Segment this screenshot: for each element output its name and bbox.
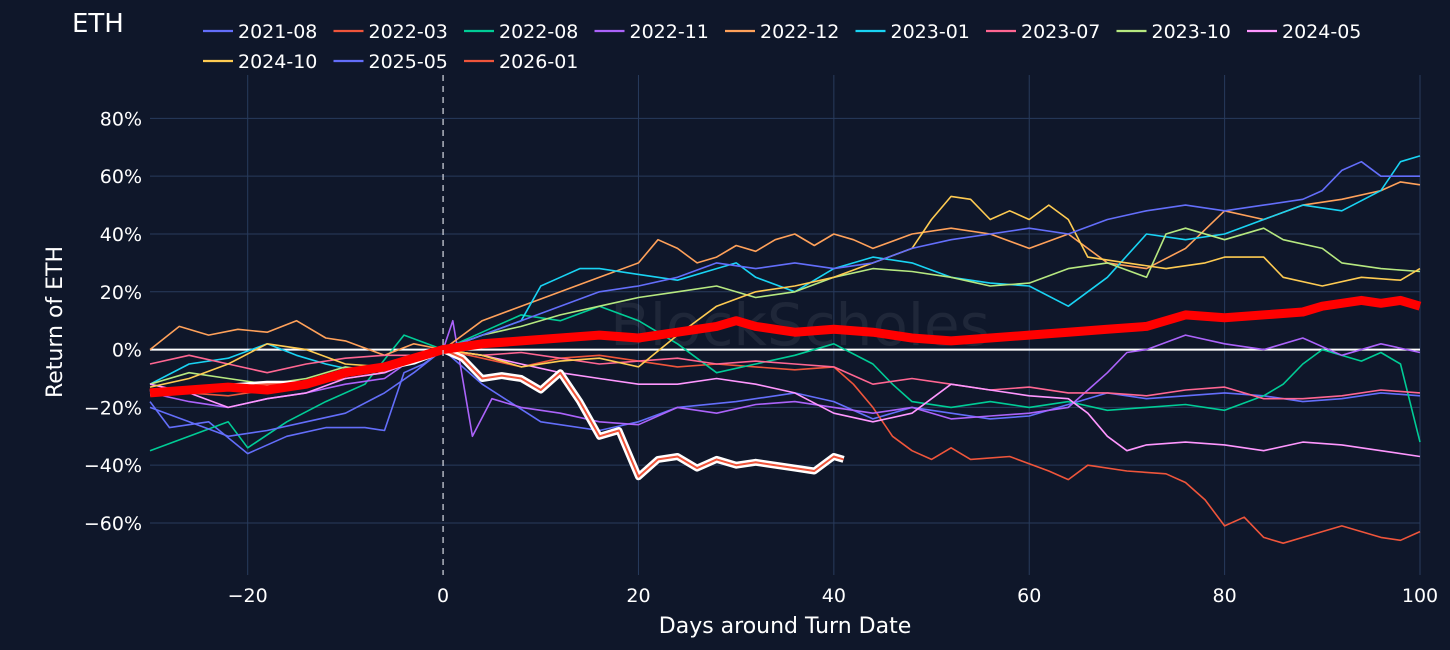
legend-label: 2025-05: [369, 51, 448, 73]
grid: [150, 75, 1421, 575]
legend-label: 2023-01: [891, 21, 970, 43]
x-axis-ticks: −20 0 20 40 60 80 100: [228, 585, 1438, 607]
x-tick-label: 80: [1213, 585, 1237, 607]
series-line-2022-11: [149, 319, 1421, 438]
legend-label: 2026-01: [499, 51, 578, 73]
series-line-2022-08: [149, 305, 1421, 452]
y-tick-label: −60%: [84, 513, 142, 535]
legend-item-2023-01[interactable]: 2023-01: [855, 21, 970, 43]
legend-label: 2023-10: [1152, 21, 1231, 43]
series-line-2025-05: [149, 160, 1420, 438]
legend-item-2022-11[interactable]: 2022-11: [594, 21, 709, 43]
y-tick-label: −20%: [84, 397, 142, 419]
legend: 2021-08 2022-03 2022-08 2022-11 2022-12 2023-…: [203, 21, 1361, 73]
legend-item-2022-03[interactable]: 2022-03: [333, 21, 448, 43]
legend-item-2021-08[interactable]: 2021-08: [203, 21, 317, 43]
x-tick-label: 20: [626, 585, 650, 607]
legend-item-2026-01[interactable]: 2026-01: [464, 51, 578, 73]
y-tick-label: 0%: [112, 340, 142, 362]
x-tick-label: 0: [437, 585, 449, 607]
series-line-2021-08: [149, 348, 1421, 455]
x-tick-label: 40: [822, 585, 846, 607]
legend-item-2023-10[interactable]: 2023-10: [1116, 21, 1231, 43]
x-axis-label: Days around Turn Date: [659, 614, 911, 639]
legend-label: 2022-08: [499, 21, 578, 43]
y-axis-ticks: −60% −40% −20% 0% 20% 40% 60% 80%: [84, 108, 142, 535]
y-tick-label: 60%: [100, 166, 142, 188]
legend-item-2024-10[interactable]: 2024-10: [203, 51, 317, 73]
x-tick-label: 60: [1017, 585, 1041, 607]
y-tick-label: −40%: [84, 455, 142, 477]
series-line-2024-05: [149, 348, 1421, 458]
y-tick-label: 40%: [100, 224, 142, 246]
x-tick-label: 100: [1402, 585, 1438, 607]
legend-label: 2024-05: [1282, 21, 1361, 43]
legend-label: 2022-12: [760, 21, 839, 43]
legend-label: 2022-11: [630, 21, 709, 43]
legend-item-2024-05[interactable]: 2024-05: [1247, 21, 1361, 43]
legend-label: 2023-07: [1021, 21, 1100, 43]
series-line-2022-12: [149, 181, 1421, 357]
legend-label: 2024-10: [238, 51, 317, 73]
legend-item-2022-08[interactable]: 2022-08: [464, 21, 578, 43]
legend-label: 2022-03: [369, 21, 448, 43]
series-line-average: [149, 295, 1422, 398]
series-layer: [149, 155, 1422, 545]
x-tick-label: −20: [228, 585, 268, 607]
legend-item-2025-05[interactable]: 2025-05: [333, 51, 448, 73]
y-axis-label: Return of ETH: [43, 246, 68, 398]
legend-item-2023-07[interactable]: 2023-07: [986, 21, 1100, 43]
y-tick-label: 20%: [100, 282, 142, 304]
legend-item-2022-12[interactable]: 2022-12: [725, 21, 839, 43]
y-tick-label: 80%: [100, 108, 142, 130]
legend-label: 2021-08: [238, 21, 317, 43]
series-line-2023-07: [149, 348, 1421, 400]
watermark: BlockScholes: [610, 291, 990, 359]
chart-title: ETH: [72, 9, 124, 39]
